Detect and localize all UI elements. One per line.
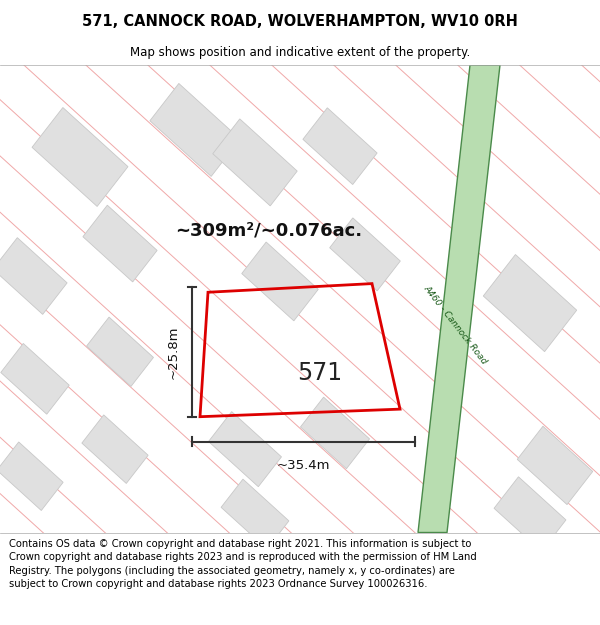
Polygon shape <box>83 205 157 282</box>
Polygon shape <box>221 479 289 549</box>
Polygon shape <box>213 119 297 206</box>
Polygon shape <box>483 254 577 352</box>
Text: A460 - Cannock Road: A460 - Cannock Road <box>422 284 488 366</box>
Text: ~25.8m: ~25.8m <box>167 325 180 379</box>
Polygon shape <box>1 344 69 414</box>
Polygon shape <box>150 84 240 176</box>
Polygon shape <box>0 238 67 314</box>
Text: Map shows position and indicative extent of the property.: Map shows position and indicative extent… <box>130 46 470 59</box>
Polygon shape <box>0 442 63 511</box>
Polygon shape <box>242 242 318 321</box>
Text: ~309m²/~0.076ac.: ~309m²/~0.076ac. <box>175 222 362 239</box>
Polygon shape <box>32 107 128 206</box>
Polygon shape <box>209 412 281 487</box>
Polygon shape <box>329 218 400 291</box>
Polygon shape <box>517 426 593 504</box>
Polygon shape <box>82 415 148 484</box>
Polygon shape <box>494 477 566 551</box>
Polygon shape <box>301 397 370 469</box>
Text: 571, CANNOCK ROAD, WOLVERHAMPTON, WV10 0RH: 571, CANNOCK ROAD, WOLVERHAMPTON, WV10 0… <box>82 14 518 29</box>
Polygon shape <box>418 65 500 532</box>
Polygon shape <box>86 317 154 386</box>
Polygon shape <box>303 107 377 184</box>
Text: 571: 571 <box>298 361 343 386</box>
Text: Contains OS data © Crown copyright and database right 2021. This information is : Contains OS data © Crown copyright and d… <box>9 539 477 589</box>
Text: ~35.4m: ~35.4m <box>277 459 330 472</box>
